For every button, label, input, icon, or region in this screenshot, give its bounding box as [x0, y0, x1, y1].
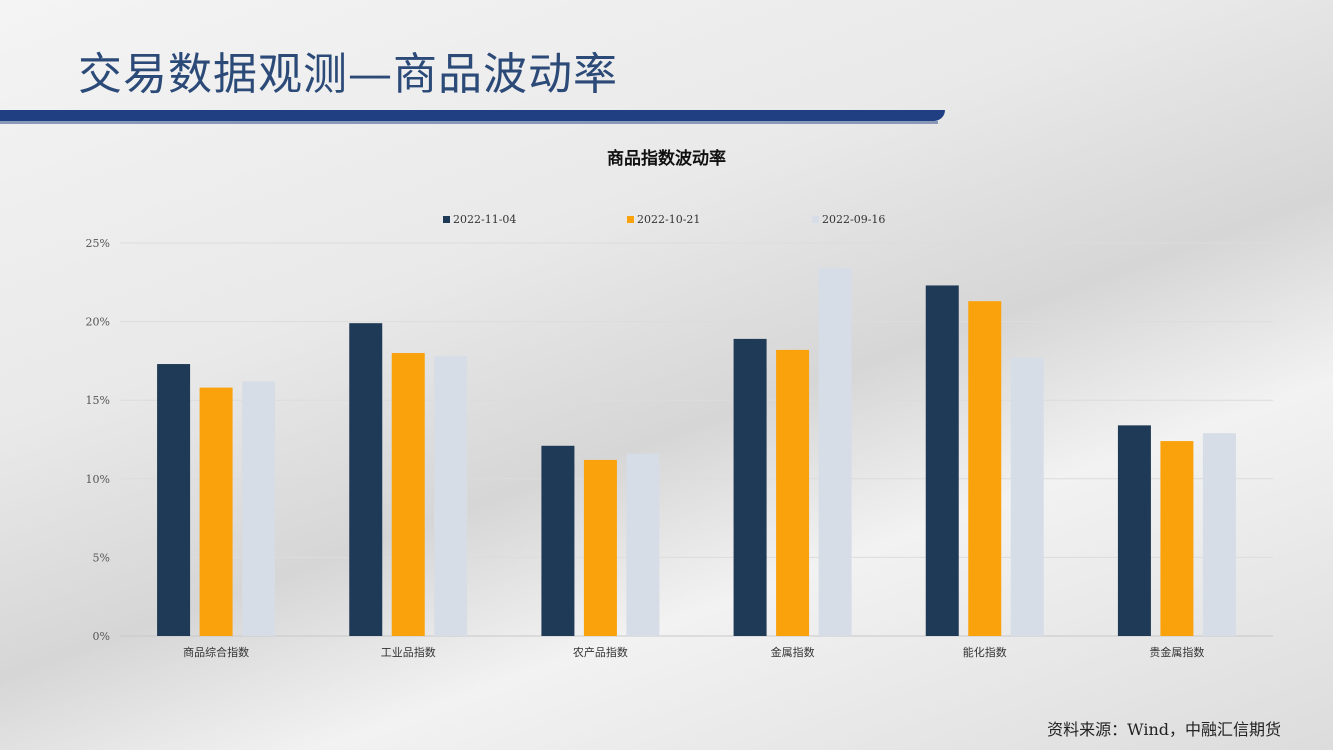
- x-tick-label: 贵金属指数: [1149, 645, 1204, 659]
- legend-swatch: [443, 216, 450, 223]
- bar: [733, 338, 767, 636]
- y-tick-label: 0%: [93, 630, 110, 643]
- bar: [818, 268, 852, 636]
- bar: [1160, 441, 1194, 636]
- y-tick-label: 10%: [86, 473, 110, 486]
- bar: [776, 349, 810, 636]
- x-tick-label: 农产品指数: [573, 645, 628, 659]
- legend-item: 2022-11-04: [443, 213, 516, 226]
- bar: [1117, 425, 1151, 636]
- x-tick-label: 商品综合指数: [183, 645, 249, 659]
- legend-label: 2022-11-04: [453, 213, 517, 226]
- bar: [541, 445, 575, 636]
- source-note: 资料来源：Wind，中融汇信期货: [1047, 720, 1281, 739]
- bar: [925, 285, 959, 636]
- bar: [349, 323, 383, 636]
- bar: [434, 356, 468, 636]
- chart-title: 商品指数波动率: [607, 149, 726, 169]
- bar: [1010, 357, 1044, 636]
- bar: [199, 387, 233, 636]
- legend-label: 2022-10-21: [637, 213, 701, 226]
- bar: [157, 364, 191, 636]
- legend-swatch: [812, 216, 819, 223]
- legend-label: 2022-09-16: [822, 213, 886, 226]
- y-tick-label: 15%: [86, 394, 110, 407]
- x-tick-label: 能化指数: [963, 645, 1007, 659]
- x-tick-label: 工业品指数: [381, 645, 436, 659]
- legend-swatch: [627, 216, 634, 223]
- y-tick-label: 5%: [93, 551, 110, 564]
- bar: [583, 459, 617, 636]
- legend-item: 2022-09-16: [812, 213, 885, 226]
- x-tick-label: 金属指数: [771, 645, 815, 659]
- bar: [968, 301, 1002, 636]
- bar: [1202, 433, 1236, 636]
- bar: [391, 353, 425, 636]
- title-underline-shadow: [0, 121, 938, 124]
- y-tick-label: 20%: [86, 316, 110, 329]
- legend-item: 2022-10-21: [627, 213, 700, 226]
- chart-legend: 2022-11-04 2022-10-21 2022-09-16: [0, 213, 1333, 229]
- bar: [626, 453, 660, 636]
- page-title: 交易数据观测—商品波动率: [78, 49, 618, 100]
- y-tick-label: 25%: [86, 237, 110, 250]
- title-underline-band: [0, 110, 945, 121]
- bar: [242, 381, 276, 636]
